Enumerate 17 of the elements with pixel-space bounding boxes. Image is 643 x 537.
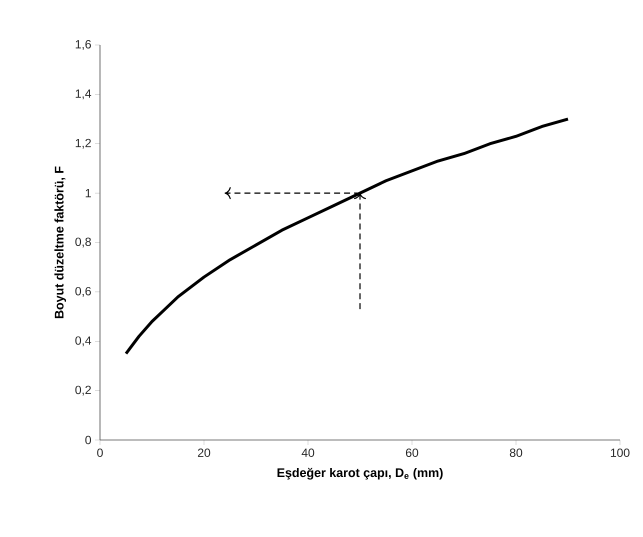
- y-tick-label: 0,4: [75, 336, 92, 346]
- y-tick-label: 0,6: [75, 286, 91, 297]
- x-axis-title: Eşdeğer karot çapı, D$_{e}$ (mm): [278, 468, 443, 480]
- x-tick-label: 80: [510, 448, 522, 457]
- x-tick-label: 100: [610, 448, 630, 457]
- y-tick-label: 1,6: [76, 40, 91, 50]
- y-tick-label: 0,8: [75, 238, 91, 248]
- y-tick-label: 1,2: [76, 138, 91, 149]
- x-tick-label: 60: [406, 448, 418, 457]
- y-tick-label: 0,2: [75, 386, 91, 396]
- y-tick-label: 1: [86, 189, 91, 198]
- y-axis-title: Boyut düzeltme faktörü, F: [54, 166, 66, 318]
- x-tick-label: 20: [198, 448, 210, 457]
- y-tick-label: 0: [85, 436, 92, 444]
- x-tick-label: 40: [302, 448, 314, 457]
- y-tick-label: 1,4: [76, 90, 92, 100]
- x-tick-label: 0: [97, 448, 103, 457]
